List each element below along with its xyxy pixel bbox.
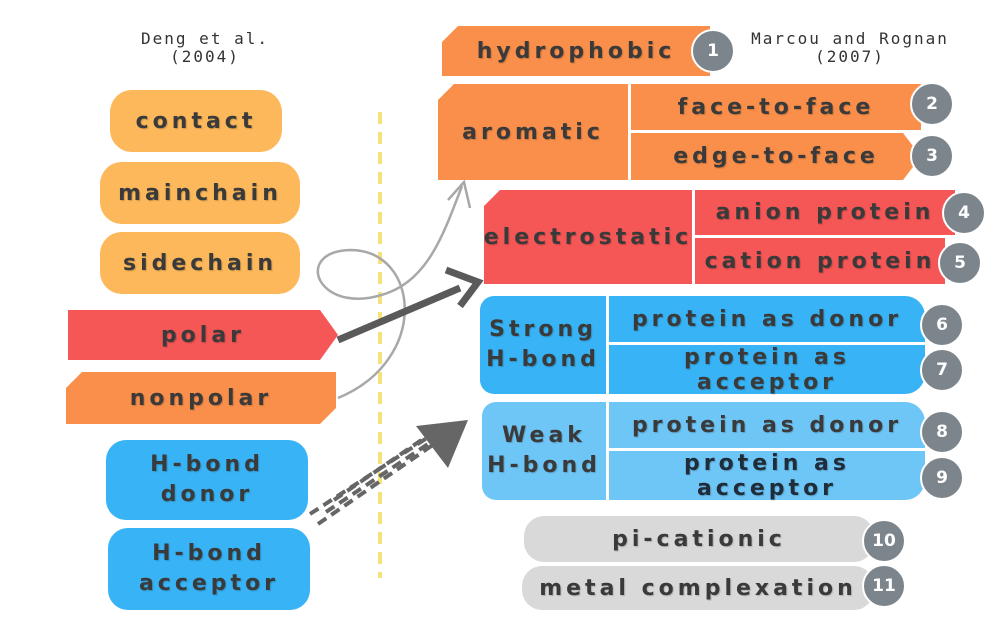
right-header-line2: (2007) [815,47,885,66]
badge-5: 5 [938,241,982,285]
badge-9: 9 [920,456,964,500]
curved-arrow-nonpolar [316,185,464,400]
polar-arrow-head [444,266,484,309]
term-edge-to-face-label: edge-to-face [673,144,879,169]
term-pi-cationic-label: pi-cationic [612,526,786,552]
right-header: Marcou and Rognan (2007) [735,30,965,66]
term-cation-protein-label: cation protein [704,248,936,274]
term-hbond-donor-line2: donor [160,482,254,507]
term-nonpolar-label: nonpolar [129,385,273,411]
term-pi-cationic: pi-cationic [524,516,874,562]
term-nonpolar: nonpolar [66,372,336,424]
term-contact-label: contact [135,108,257,134]
term-hbond-donor-line1: H-bond [150,452,264,477]
badge-7: 7 [920,348,964,392]
term-mainchain-label: mainchain [118,180,282,206]
term-strong-hbond: Strong H-bond [480,296,606,394]
term-electrostatic: electrostatic [484,190,692,284]
term-face-to-face: face-to-face [631,84,921,130]
badge-1: 1 [691,29,735,73]
term-anion-protein-label: anion protein [715,200,935,225]
left-header-line1: Deng et al. [141,29,269,48]
term-weak-hbond: Weak H-bond [482,402,606,500]
term-hbond-acceptor-line1: H-bond [152,541,266,566]
term-face-to-face-label: face-to-face [677,94,875,120]
badge-10: 10 [862,519,906,563]
term-polar: polar [68,310,338,360]
term-strong-acceptor: protein as acceptor [609,344,925,395]
term-hbond-acceptor: H-bond acceptor [108,528,310,610]
term-polar-label: polar [160,322,246,348]
hbond-arrow-shaft [308,428,442,526]
term-strong-hbond-line1: Strong [489,317,597,342]
hbond-arrow-head [416,420,468,468]
badge-4: 4 [942,191,986,235]
term-hydrophobic-label: hydrophobic [476,38,676,64]
term-mainchain: mainchain [100,162,300,224]
curved-arrow-head [447,179,472,209]
term-hbond-acceptor-line2: acceptor [138,571,280,596]
term-electrostatic-label: electrostatic [483,224,693,250]
term-strong-acceptor-label: protein as acceptor [684,344,850,395]
badge-6: 6 [920,303,964,347]
term-hbond-donor: H-bond donor [106,440,308,520]
term-weak-hbond-line2: H-bond [487,453,601,478]
badge-3: 3 [910,134,954,178]
term-anion-protein: anion protein [695,190,955,235]
term-edge-to-face: edge-to-face [631,133,921,180]
badge-11: 11 [862,564,906,608]
term-metal-complexation-label: metal complexation [539,575,857,601]
term-cation-protein: cation protein [695,238,945,284]
badge-2: 2 [910,82,954,126]
term-weak-donor: protein as donor [609,402,925,448]
term-weak-hbond-line1: Weak [502,423,586,448]
term-aromatic-label: aromatic [462,119,604,145]
term-weak-donor-label: protein as donor [631,412,903,438]
term-sidechain: sidechain [100,232,300,294]
term-strong-donor: protein as donor [609,296,925,342]
right-header-line1: Marcou and Rognan [751,29,949,48]
term-metal-complexation: metal complexation [522,566,874,610]
term-strong-hbond-line2: H-bond [486,347,600,372]
term-contact: contact [110,90,282,152]
term-strong-donor-label: protein as donor [631,306,903,332]
left-header-line2: (2004) [170,47,240,66]
term-weak-acceptor: protein as acceptor [609,450,925,501]
term-aromatic: aromatic [438,84,628,180]
term-sidechain-label: sidechain [122,250,278,276]
term-weak-acceptor-label: protein as acceptor [684,450,850,501]
badge-8: 8 [920,410,964,454]
polar-arrow-shaft [336,284,462,344]
left-header: Deng et al. (2004) [120,30,290,66]
term-hydrophobic: hydrophobic [442,26,710,76]
